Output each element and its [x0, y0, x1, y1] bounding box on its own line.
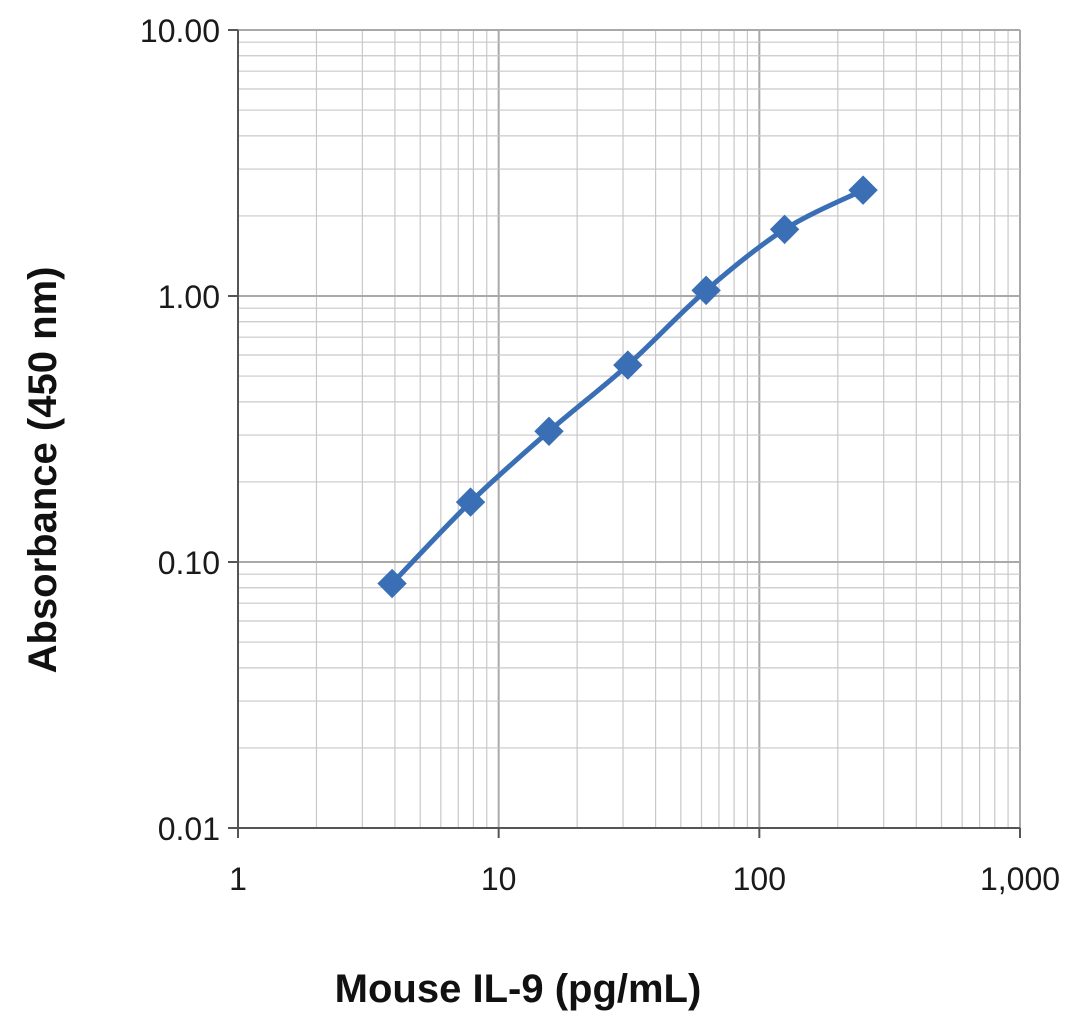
data-point-marker: [534, 416, 564, 447]
data-point-marker: [769, 214, 800, 245]
series-line: [389, 187, 866, 587]
x-axis-title: Mouse IL-9 (pg/mL): [335, 967, 702, 1011]
data-point-marker: [613, 350, 643, 380]
data-point-marker: [455, 487, 486, 517]
data-point-marker: [848, 175, 878, 205]
x-tick-label: 10: [481, 861, 517, 897]
y-tick-label: 0.01: [158, 811, 220, 847]
y-axis-title: Absorbance (450 nm): [21, 267, 65, 674]
x-tick-label: 1,000: [980, 861, 1060, 897]
x-tick-label: 1: [229, 861, 247, 897]
y-tick-label: 10.00: [140, 13, 220, 49]
y-tick-label: 1.00: [158, 279, 220, 315]
x-tick-label: 100: [733, 861, 786, 897]
data-point-marker: [377, 568, 407, 599]
tick-labels: 1 10 100 1,000 0.01 0.10 1.00 10.00: [140, 13, 1060, 897]
axes: [228, 29, 1021, 838]
data-point-marker: [691, 275, 721, 306]
grid: [237, 29, 1021, 829]
series: [377, 175, 878, 599]
y-tick-label: 0.10: [158, 545, 220, 581]
